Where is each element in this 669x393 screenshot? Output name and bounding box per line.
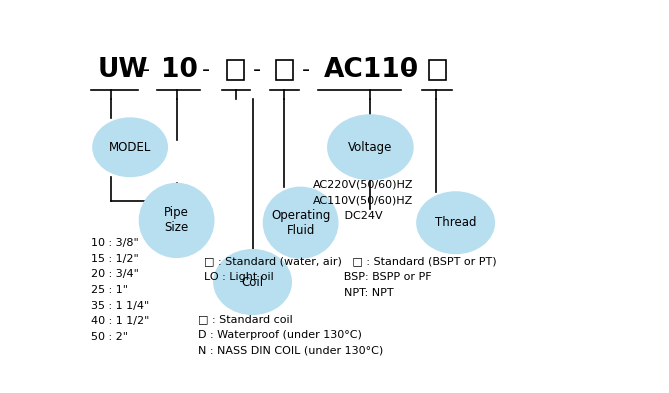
Ellipse shape [417,192,494,253]
Bar [227,60,244,80]
Text: Operating
Fluid: Operating Fluid [271,209,330,237]
Ellipse shape [214,250,291,314]
Text: 10: 10 [161,57,198,83]
Text: UW: UW [98,57,148,83]
Bar [429,60,446,80]
Ellipse shape [139,184,214,257]
Text: Pipe
Size: Pipe Size [164,206,189,234]
Ellipse shape [93,118,167,176]
Text: Thread: Thread [435,216,476,229]
Text: □ : Standard (water, air)   □ : Standard (BSPT or PT)
LO : Light oil            : □ : Standard (water, air) □ : Standard (… [204,257,496,298]
Text: -: - [253,60,261,80]
Text: -: - [405,60,413,80]
Text: -: - [142,60,150,80]
Ellipse shape [264,187,338,258]
Text: AC110: AC110 [324,57,419,83]
Bar [276,60,293,80]
Text: -: - [302,60,310,80]
Text: □ : Standard coil
D : Waterproof (under 130°C)
N : NASS DIN COIL (under 130°C): □ : Standard coil D : Waterproof (under … [198,314,383,356]
Ellipse shape [328,115,413,180]
Text: 10 : 3/8"
15 : 1/2"
20 : 3/4"
25 : 1"
35 : 1 1/4"
40 : 1 1/2"
50 : 2": 10 : 3/8" 15 : 1/2" 20 : 3/4" 25 : 1" 35… [92,238,150,342]
Text: -: - [202,60,210,80]
Text: MODEL: MODEL [109,141,151,154]
Text: Voltage: Voltage [348,141,393,154]
Text: Coil: Coil [242,275,264,288]
Text: AC220V(50/60)HZ
AC110V(50/60)HZ
         DC24V: AC220V(50/60)HZ AC110V(50/60)HZ DC24V [313,180,413,221]
